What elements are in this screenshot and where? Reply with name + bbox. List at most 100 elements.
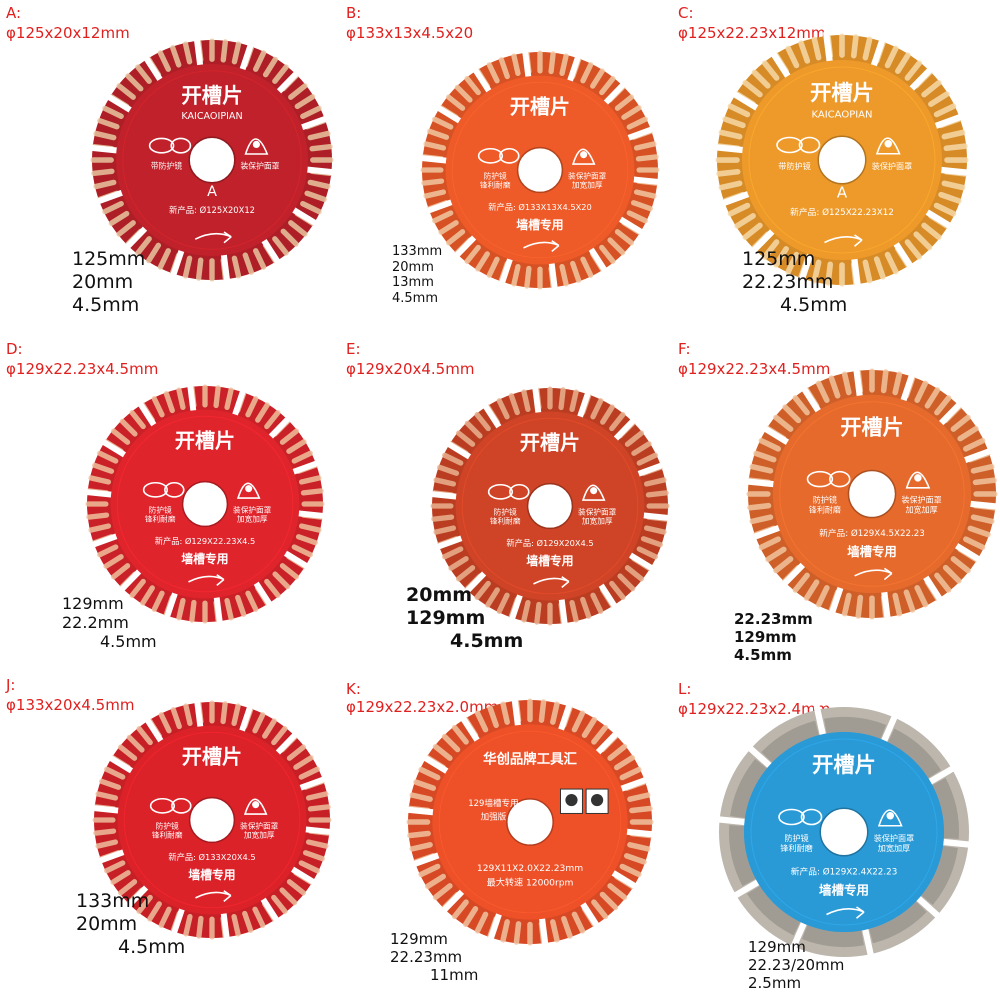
dimension-line: 129mm xyxy=(734,628,797,646)
blade-left-label: 带防护镜 xyxy=(151,160,182,170)
goggles-icon xyxy=(806,470,851,488)
blade-spec-line-2: 最大转速 12000rpm xyxy=(487,876,574,888)
blade-spec-line: 新产品: Ø129X4.5X22.23 xyxy=(819,527,925,539)
goggles-icon xyxy=(778,808,823,826)
blade-wall-label: 墙槽专用 xyxy=(526,554,573,568)
blade-right-label: 装保护面罩 xyxy=(568,170,607,180)
goggles-icon xyxy=(776,136,821,154)
blade-wall-label: 墙槽专用 xyxy=(847,544,897,559)
blade-spec-label: φ129x22.23x4.5mm xyxy=(6,360,159,378)
face-shield-icon xyxy=(581,484,606,501)
blade-letter: K: xyxy=(346,680,361,698)
blade-dimensions: 129mm 22.23mm 11mm xyxy=(390,930,478,984)
goggles-icon xyxy=(477,147,520,164)
rotation-arrow-icon xyxy=(188,574,225,587)
blade-right-label: 装保护面罩 xyxy=(241,160,280,170)
rotation-arrow-icon xyxy=(824,234,863,247)
blade-spec-line: 新产品: Ø133X20X4.5 xyxy=(168,852,255,862)
blade-left-label-2: 锋利耐磨 xyxy=(480,180,511,190)
blade-spec-line: 新产品: Ø129X22.23X4.5 xyxy=(155,536,255,546)
blade-dimensions: 20mm 129mm 4.5mm xyxy=(406,584,523,652)
arbor-hole xyxy=(506,798,554,846)
dimension-line: 129mm xyxy=(62,594,124,613)
dimension-line: 4.5mm xyxy=(734,646,792,664)
goggles-icon xyxy=(487,483,530,500)
face-shield-icon xyxy=(244,138,269,155)
blade-cell-a: A: φ125x20x12mm 开槽片 KAICAOIPIAN 带防护镜 装保护面罩 A 新产… xyxy=(0,0,337,333)
goggles-icon xyxy=(148,137,192,154)
blade-left-label-2: 锋利耐磨 xyxy=(780,843,812,853)
blade-cell-e: E: φ129x20x4.5mm 开槽片 防护镜 锋利耐磨 装保护面罩 加宽加厚 新产品: Ø… xyxy=(340,336,673,669)
blade-left-label-2: 锋利耐磨 xyxy=(145,514,176,524)
blade-spec-label: φ129x22.23x4.5mm xyxy=(678,360,831,378)
face-shield-icon xyxy=(243,798,268,815)
blade-spec-label: φ125x22.23x12mm xyxy=(678,24,826,42)
blade-left-label: 带防护镜 xyxy=(778,161,810,171)
blade-right-label: 装保护面罩 xyxy=(874,833,915,843)
blade-spec-label: φ133x20x4.5mm xyxy=(6,696,135,714)
rotation-arrow-icon xyxy=(854,567,893,581)
blade-letter: B: xyxy=(346,4,362,22)
blade-dimensions: 129mm 22.23/20mm 2.5mm xyxy=(748,938,844,992)
arbor-hole xyxy=(516,146,564,194)
rotation-arrow-icon xyxy=(194,231,232,244)
dimension-line: 13mm xyxy=(392,275,434,291)
blade-spec-label: φ129x22.23x2.0mm xyxy=(346,698,499,716)
arbor-hole xyxy=(188,136,236,184)
blade-spec-line: 新产品: Ø133X13X4.5X20 xyxy=(488,202,591,212)
blade-dimensions: 129mm 22.2mm 4.5mm xyxy=(62,594,157,652)
blade-letter: A: xyxy=(6,4,22,22)
blade-dimensions: 125mm 20mm 4.5mm xyxy=(72,248,145,316)
blade-dimensions: 125mm 22.23mm 4.5mm xyxy=(742,248,847,316)
blade-letter: F: xyxy=(678,340,691,358)
blade-right-label: 装保护面罩 xyxy=(240,820,279,830)
dimension-line: 20mm xyxy=(76,912,138,935)
blade-grade: A xyxy=(837,184,848,202)
blade-wall-label: 墙槽专用 xyxy=(516,218,563,232)
safety-icons xyxy=(560,788,609,814)
rotation-arrow-icon xyxy=(533,576,570,589)
dimension-line: 22.2mm xyxy=(62,613,129,633)
dimension-line: 129mm xyxy=(390,930,448,948)
dimension-line: 129mm xyxy=(406,606,486,629)
blade-dimensions: 22.23mm 129mm 4.5mm xyxy=(734,610,813,664)
blade-left-label-2: 锋利耐磨 xyxy=(490,516,521,526)
blade-spec-line: 新产品: Ø125X22.23X12 xyxy=(790,206,894,218)
blade-right-label-2: 加宽加厚 xyxy=(906,505,938,515)
saw-blade-image: 开槽片 KAICAOPIAN 带防护镜 装保护面罩 A 新产品: Ø125X22.23X1… xyxy=(712,30,972,290)
blade-grade: A xyxy=(207,184,217,200)
blade-right-label: 装保护面罩 xyxy=(872,161,913,171)
blade-cell-d: D: φ129x22.23x4.5mm 开槽片 防护镜 锋利耐磨 装保护面罩 加宽加厚 新产品… xyxy=(0,336,333,669)
dimension-line: 2.5mm xyxy=(748,974,802,992)
blade-spec-label: φ133x13x4.5x20 xyxy=(346,24,474,42)
dimension-line: 22.23mm xyxy=(390,948,463,966)
rotation-arrow-icon xyxy=(195,890,232,903)
dimension-line: 4.5mm xyxy=(392,290,439,306)
blade-spec-line: 新产品: Ø125X20X12 xyxy=(169,205,255,215)
blade-title-text: 开槽片 xyxy=(510,94,570,118)
dimension-line: 4.5mm xyxy=(118,935,186,958)
dimension-line: 22.23mm xyxy=(734,610,813,628)
dimension-line: 125mm xyxy=(72,248,146,270)
blade-right-label-2: 加宽加厚 xyxy=(237,514,268,524)
blade-title-text: 开槽片 xyxy=(520,430,580,454)
rotation-arrow-icon xyxy=(523,240,560,253)
blade-wall-label: 墙槽专用 xyxy=(188,868,235,882)
arbor-hole xyxy=(181,480,229,528)
arbor-hole xyxy=(188,796,236,844)
blade-right-label-2: 加宽加厚 xyxy=(878,843,910,853)
blade-cell-j: J: φ133x20x4.5mm 开槽片 防护镜 锋利耐磨 装保护面罩 加宽加厚 新产品: Ø… xyxy=(0,672,335,1005)
blade-dimensions: 133mm 20mm 13mm 4.5mm xyxy=(392,244,442,306)
blade-right-label: 装保护面罩 xyxy=(578,506,617,516)
blade-left-label: 防护镜 xyxy=(784,833,808,843)
face-shield-icon xyxy=(875,137,901,155)
blade-cell-b: B: φ133x13x4.5x20 开槽片 防护镜 锋利耐磨 装保护面罩 加宽加厚 新产品: … xyxy=(340,0,673,333)
blade-left-label: 防护镜 xyxy=(813,495,837,505)
blade-title-text: 开槽片 xyxy=(182,744,242,768)
dimension-line: 20mm xyxy=(72,270,134,293)
goggles-icon xyxy=(149,797,192,814)
blade-left-label: 防护镜 xyxy=(156,820,179,830)
dimension-line: 20mm xyxy=(406,584,473,606)
